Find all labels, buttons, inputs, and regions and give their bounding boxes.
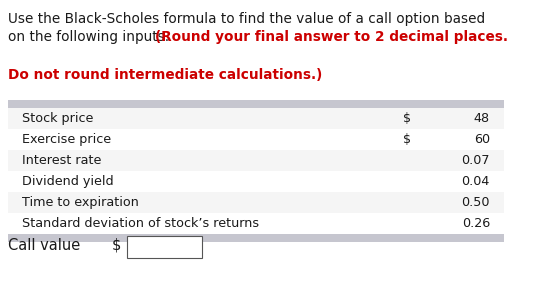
Text: $: $ <box>112 237 121 252</box>
Text: 48: 48 <box>474 112 490 125</box>
Text: Time to expiration: Time to expiration <box>22 196 139 209</box>
Text: (Round your final answer to 2 decimal places.: (Round your final answer to 2 decimal pl… <box>155 30 508 44</box>
Text: Call value: Call value <box>8 237 80 252</box>
Text: 0.50: 0.50 <box>461 196 490 209</box>
Text: on the following inputs.: on the following inputs. <box>8 30 174 44</box>
Text: Interest rate: Interest rate <box>22 154 101 167</box>
Text: $: $ <box>403 112 411 125</box>
Text: Do not round intermediate calculations.): Do not round intermediate calculations.) <box>8 68 322 82</box>
Text: Stock price: Stock price <box>22 112 93 125</box>
Text: 0.07: 0.07 <box>461 154 490 167</box>
Text: Dividend yield: Dividend yield <box>22 175 114 188</box>
Text: Use the Black-Scholes formula to find the value of a call option based: Use the Black-Scholes formula to find th… <box>8 12 485 26</box>
Text: 0.04: 0.04 <box>461 175 490 188</box>
Text: Exercise price: Exercise price <box>22 133 111 146</box>
Text: $: $ <box>403 133 411 146</box>
Text: 60: 60 <box>474 133 490 146</box>
Text: Standard deviation of stock’s returns: Standard deviation of stock’s returns <box>22 217 259 230</box>
Text: 0.26: 0.26 <box>462 217 490 230</box>
